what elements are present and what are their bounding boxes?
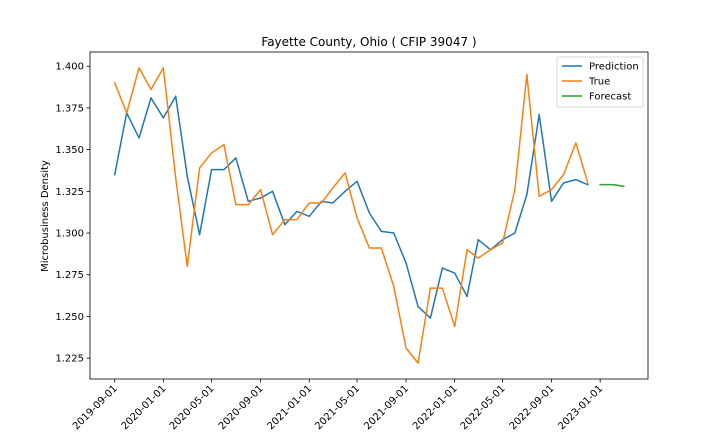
data-point-prediction [356,180,358,182]
data-point-true [587,182,589,184]
data-point-prediction [562,182,565,184]
data-point-true [429,287,431,289]
data-point-true [344,172,346,174]
data-point-forecast [599,184,601,186]
y-tick-label: 1.250 [55,312,84,323]
data-point-prediction [247,200,249,202]
chart-title: Fayette County, Ohio ( CFIP 39047 ) [261,35,476,49]
series-line-true [113,67,589,364]
data-point-prediction [138,137,140,139]
data-point-prediction [368,212,370,214]
data-point-true [210,152,213,154]
y-tick-label: 1.300 [55,229,84,240]
data-point-prediction [223,169,225,171]
data-point-prediction [162,117,164,119]
data-point-true [247,204,249,206]
y-tick-label: 1.225 [55,354,84,365]
data-point-true [126,112,128,114]
data-point-prediction [393,232,395,234]
data-point-prediction [587,184,589,186]
data-point-true [393,285,395,288]
legend-label: Forecast [589,92,631,103]
data-point-true [489,249,492,251]
data-point-true [526,73,528,76]
data-point-true [175,177,177,179]
data-point-prediction [441,267,443,269]
y-tick-label: 1.400 [55,62,84,73]
data-point-prediction [175,95,177,97]
data-point-true [186,265,188,267]
data-point-prediction [235,157,237,159]
data-point-true [271,234,274,236]
data-point-true [223,143,225,146]
legend-label: Prediction [589,62,639,73]
y-tick-label: 1.350 [55,145,84,156]
data-point-prediction [477,239,479,241]
data-point-prediction [284,224,286,226]
data-point-true [514,189,516,191]
data-point-true [441,287,443,289]
data-point-prediction [308,215,310,217]
data-point-prediction [344,190,346,192]
data-point-true [466,249,468,251]
axes-frame [89,51,649,380]
series-line-prediction [113,95,589,319]
y-tick-label: 1.275 [55,270,84,281]
data-point-prediction [454,272,456,274]
y-tick-label: 1.325 [55,187,84,198]
data-point-prediction [466,295,468,298]
data-point-true [380,247,382,249]
data-point-forecast [623,185,625,187]
data-point-prediction [526,194,528,196]
data-point-prediction [210,169,213,171]
data-point-true [308,202,310,204]
data-point-forecast [611,184,614,186]
data-point-true [296,219,298,221]
legend: Prediction True Forecast [556,56,644,108]
data-point-prediction [259,197,262,199]
data-point-true [562,174,565,176]
data-point-true [538,195,540,197]
y-tick-label: 1.375 [55,103,84,114]
data-point-prediction [429,317,431,319]
data-point-prediction [199,234,201,236]
data-point-prediction [550,200,553,202]
data-point-prediction [271,190,274,192]
data-point-true [284,219,286,221]
y-axis-label: Microbusiness Density [40,160,51,272]
data-point-true [162,67,164,69]
data-point-true [235,204,237,206]
data-point-prediction [380,230,382,232]
data-point-true [332,187,334,189]
data-point-prediction [150,97,152,99]
legend-box [556,56,644,108]
data-point-true [138,67,140,69]
data-point-true [550,189,553,191]
legend-label: True [588,77,610,88]
data-point-prediction [514,232,516,234]
data-point-true [454,325,456,328]
data-point-true [320,202,323,204]
data-point-prediction [538,113,540,116]
data-point-true [199,167,201,169]
data-point-true [405,347,407,349]
data-point-true [477,257,479,259]
data-point-true [259,189,262,191]
data-point-prediction [296,210,298,212]
data-point-prediction [332,202,334,204]
data-point-true [114,82,116,84]
data-point-true [575,142,577,144]
data-point-prediction [186,175,188,177]
data-point-true [501,242,504,244]
data-point-prediction [575,179,577,181]
data-point-true [356,217,358,219]
data-point-true [150,88,152,91]
data-point-true [417,362,419,364]
data-point-prediction [405,262,407,264]
data-point-prediction [114,174,116,176]
data-point-prediction [417,305,419,308]
data-point-true [368,247,370,249]
